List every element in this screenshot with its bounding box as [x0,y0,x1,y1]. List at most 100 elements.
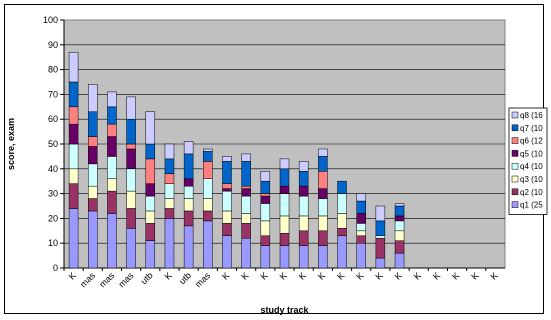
bar-segment [279,245,290,269]
bar-segment [203,220,213,269]
bar-segment [107,123,117,137]
bar-segment [183,185,194,199]
legend-swatch [511,188,519,196]
bar-segment [203,148,213,152]
x-tick-label: K [431,270,442,281]
bar-segment [394,203,405,207]
bar-segment [183,210,194,227]
bar-segment [298,185,309,197]
bar-segment [260,245,271,269]
bar-segment [279,168,290,187]
bar-segment [241,195,251,214]
bar-segment [183,141,194,155]
bar-segment [164,208,175,219]
bar-segment [337,193,347,214]
bar-segment [298,245,309,269]
bar-segment [356,213,366,224]
x-tick-label: utb [177,270,193,286]
bar-segment [183,225,194,269]
bar-segment [88,210,98,269]
bar-segment [394,240,405,254]
bar-segment [126,190,136,209]
bar-segment [279,158,290,170]
bar-segment [337,180,347,194]
bar-segment [279,233,290,246]
bar-segment [356,200,366,214]
x-tick-label: mas [78,270,97,289]
bar-segment [394,220,405,232]
bar-segment [241,188,251,197]
bar-segment [356,230,366,237]
bar-segment [222,210,232,224]
bar-segment [88,198,98,212]
bar-segment [145,240,156,269]
bar-segment [164,143,175,160]
bar-segment [164,183,175,199]
bar-segment [107,213,117,269]
x-tick-label: K [297,270,308,281]
legend-label: q2 (10 [520,188,543,197]
bar-segment [222,156,232,162]
bar-segment [279,193,290,217]
legend-swatch [511,162,519,170]
bar-segment [260,193,271,197]
y-tick-label: 50 [48,139,58,149]
x-tick-label: K [469,270,480,281]
x-tick-label: mas [116,270,135,289]
bar-segment [68,208,79,269]
bar-segment [88,146,98,165]
bar-segment [203,161,213,179]
bar-segment [298,161,309,172]
bar-segment [126,228,136,269]
x-tick-label: K [239,270,250,281]
bar-segment [241,185,251,189]
legend-label: q6 (12 [520,137,543,146]
bar-segment [107,190,117,214]
bar-segment [145,195,156,212]
bar-segment [298,230,309,246]
bar-segment [145,143,156,160]
y-tick-label: 10 [48,238,58,248]
bar-segment [107,178,117,192]
bar-segment [126,168,136,192]
bar-segment [107,106,117,125]
bar-segment [183,198,194,212]
bar-segment [203,210,213,222]
legend-label: q4 (10 [520,162,543,171]
bar-segment [126,148,136,170]
bar-segment [318,198,328,217]
bar-segment [279,185,290,194]
legend-swatch [511,124,519,132]
bar-segment [145,223,156,241]
y-tick-label: 40 [48,164,58,174]
bar-segment [164,198,175,209]
legend-label: q7 (10 [520,124,543,133]
x-tick-label: K [335,270,346,281]
bar-segment [375,205,386,222]
bar-segment [298,171,309,187]
bar-segment [145,111,156,145]
bar-segment [183,178,194,187]
y-axis-title: score, exam [6,118,16,170]
y-tick-label: 90 [48,40,58,50]
bar-segment [107,156,117,179]
bar-segment [356,193,366,202]
legend-swatch [511,150,519,157]
bar-segment [126,208,136,229]
bar-segment [126,143,136,150]
legend-swatch [511,137,519,144]
bar-segment [279,215,290,234]
bar-segment [241,153,251,162]
x-tick-label: mas [193,270,212,289]
bar-segment [241,213,251,224]
bar-segment [298,215,309,232]
bar-segment [318,215,328,232]
bar-segment [222,190,232,212]
x-tick-label: utb [139,270,155,286]
x-tick-label: K [489,270,500,281]
bar-segment [394,215,405,222]
bar-segment [260,171,271,182]
bar-segment [337,235,347,269]
x-tick-label: K [67,270,78,281]
